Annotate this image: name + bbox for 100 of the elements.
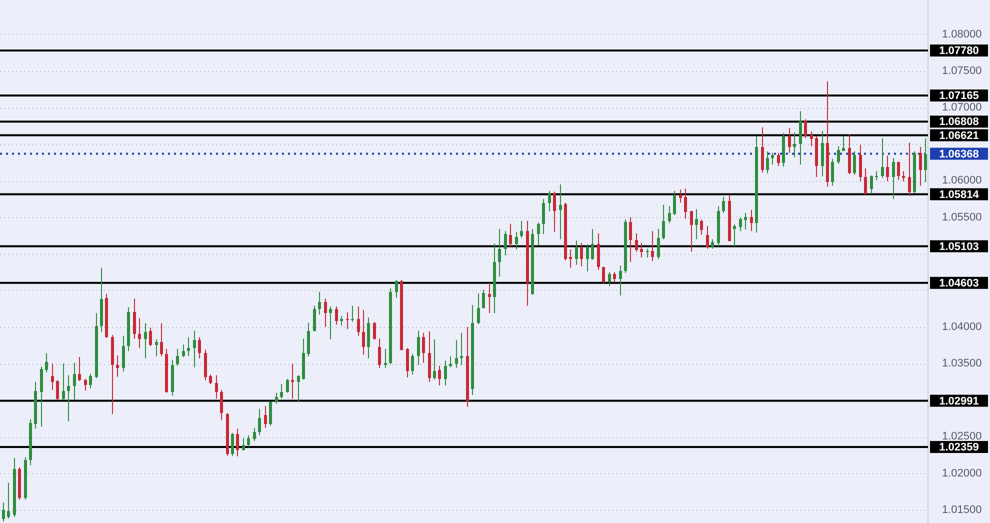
- candlestick: [788, 128, 791, 154]
- candlestick: [804, 118, 807, 139]
- candlestick: [509, 223, 512, 248]
- candlestick: [122, 335, 125, 372]
- candlestick: [591, 228, 594, 260]
- candlestick: [690, 210, 693, 252]
- candlestick: [253, 427, 256, 442]
- candlestick: [515, 231, 518, 250]
- candlestick: [477, 292, 480, 325]
- candlestick: [51, 363, 54, 390]
- candlestick: [236, 428, 239, 457]
- candlestick: [842, 136, 845, 152]
- candlestick: [275, 392, 278, 404]
- candlestick: [662, 204, 665, 240]
- candlestick: [646, 248, 649, 258]
- candlestick: [569, 248, 572, 268]
- candlestick: [144, 322, 147, 359]
- candlestick: [438, 365, 441, 386]
- candlestick: [897, 161, 900, 180]
- ref-line-label: 1.02991: [939, 395, 979, 408]
- y-tick-label: 1.02500: [942, 430, 982, 443]
- candlestick: [750, 209, 753, 232]
- ref-line-label: 1.06808: [939, 116, 979, 128]
- candlestick: [280, 384, 283, 400]
- ref-line-label: 1.06621: [939, 130, 979, 142]
- candlestick: [799, 110, 802, 166]
- candlestick: [187, 336, 190, 357]
- candlestick: [73, 362, 76, 401]
- candlestick: [56, 380, 59, 401]
- candlestick: [346, 312, 349, 330]
- candlestick: [711, 238, 714, 250]
- candlestick: [488, 282, 491, 314]
- candlestick: [269, 401, 272, 426]
- candlestick: [182, 344, 185, 358]
- candlestick: [580, 242, 583, 267]
- candlestick: [520, 220, 523, 238]
- candlestick: [324, 298, 327, 328]
- candlestick: [378, 338, 381, 368]
- candlestick: [684, 188, 687, 220]
- candlestick: [455, 340, 458, 368]
- candlestick: [679, 188, 682, 204]
- candlestick: [286, 378, 289, 394]
- candlestick: [553, 191, 556, 232]
- candlestick: [695, 208, 698, 240]
- candlestick: [220, 389, 223, 420]
- candlestick: [504, 230, 507, 256]
- ref-line-label: 1.06368: [939, 148, 979, 160]
- candlestick: [362, 310, 365, 356]
- candlestick: [766, 150, 769, 174]
- candlestick: [559, 184, 562, 240]
- candlestick: [542, 198, 545, 235]
- candlestick: [242, 438, 245, 452]
- ref-line-label: 1.05103: [939, 240, 979, 253]
- candlestick: [859, 144, 862, 182]
- candlestick: [138, 318, 141, 349]
- candlestick: [89, 373, 92, 389]
- candlestick: [7, 482, 10, 520]
- candlestick: [498, 228, 501, 277]
- candlestick: [919, 146, 922, 186]
- candlestick: [761, 126, 764, 174]
- candlestick: [608, 272, 611, 287]
- candlestick: [771, 152, 774, 166]
- ref-line-label: 1.05814: [939, 188, 980, 201]
- candlestick: [335, 306, 338, 326]
- y-tick-label: 1.02000: [942, 467, 982, 480]
- candlestick: [831, 158, 834, 186]
- candlestick: [78, 356, 81, 382]
- candlestick: [482, 289, 485, 310]
- y-tick-label: 1.05500: [942, 211, 982, 224]
- candlestick: [84, 378, 87, 392]
- candlestick: [215, 374, 218, 400]
- ref-line-label: 1.02359: [939, 442, 979, 454]
- candlestick: [597, 232, 600, 270]
- y-tick-label: 1.03500: [942, 358, 982, 370]
- candlestick: [886, 155, 889, 182]
- candlestick: [908, 142, 911, 197]
- y-tick-label: 1.07500: [942, 64, 982, 77]
- candlestick: [744, 212, 747, 230]
- candlestick: [198, 336, 201, 359]
- candlestick: [700, 218, 703, 236]
- candlestick: [45, 352, 48, 373]
- candlestick: [706, 226, 709, 250]
- candlestick: [837, 146, 840, 164]
- candlestick: [395, 280, 398, 298]
- candlestick: [777, 152, 780, 167]
- y-tick-label: 1.01500: [942, 504, 982, 516]
- candlestick: [640, 242, 643, 258]
- candlestick: [853, 150, 856, 176]
- candlestick: [193, 330, 196, 368]
- candlestick: [733, 224, 736, 248]
- candlestick: [67, 374, 70, 422]
- ref-line-label: 1.04603: [939, 277, 979, 290]
- candlestick: [313, 305, 316, 332]
- candlestick: [864, 168, 867, 196]
- candlestick: [258, 408, 261, 436]
- candlestick: [881, 138, 884, 178]
- candlestick: [116, 354, 119, 378]
- candlestick: [264, 405, 267, 428]
- candlestick: [204, 349, 207, 381]
- candlestick: [619, 265, 622, 296]
